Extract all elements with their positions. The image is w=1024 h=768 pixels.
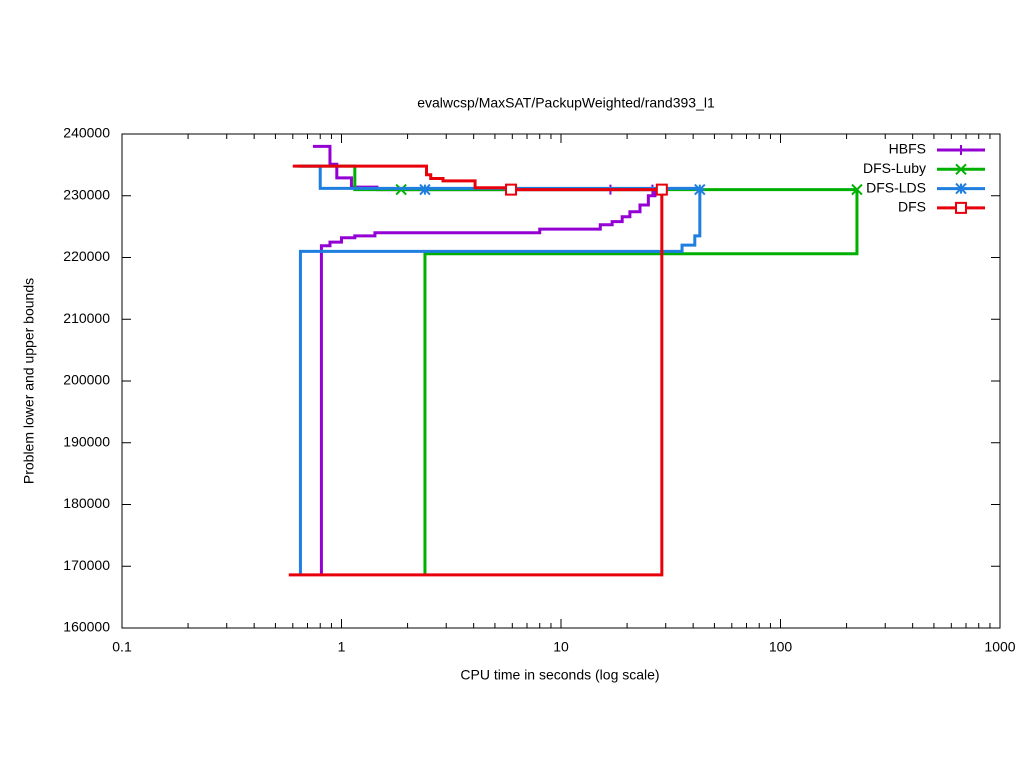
- x-tick-label: 100: [769, 639, 793, 655]
- y-tick-label: 170000: [63, 557, 110, 573]
- series-line: [297, 164, 702, 575]
- point-marker: [956, 145, 966, 155]
- y-tick-label: 160000: [63, 619, 110, 635]
- point-marker: [505, 183, 518, 196]
- x-tick-label: 10: [553, 639, 569, 655]
- y-tick-label: 190000: [63, 433, 110, 449]
- point-marker: [955, 201, 967, 214]
- y-tick-label: 240000: [63, 125, 110, 141]
- y-tick-label: 180000: [63, 495, 110, 511]
- legend-label: HBFS: [889, 141, 926, 157]
- series-line: [288, 164, 664, 577]
- point-marker: [955, 163, 967, 176]
- point-marker: [851, 183, 863, 196]
- y-tick-label: 200000: [63, 372, 110, 388]
- y-axis-label: Problem lower and upper bounds: [21, 278, 37, 484]
- point-marker: [419, 183, 431, 196]
- point-marker: [655, 183, 668, 196]
- legend-label: DFS-LDS: [866, 179, 926, 195]
- plot-frame: [121, 133, 1001, 629]
- y-tick-label: 220000: [63, 248, 110, 264]
- point-marker: [955, 182, 967, 195]
- legend-label: DFS: [898, 199, 926, 215]
- chart-title: evalwcsp/MaxSAT/PackupWeighted/rand393_l…: [417, 95, 715, 111]
- series-line: [312, 144, 661, 575]
- point-marker: [694, 183, 706, 196]
- series-line: [300, 164, 859, 575]
- legend-label: DFS-Luby: [863, 160, 926, 176]
- x-tick-label: 1000: [984, 639, 1015, 655]
- y-tick-label: 210000: [63, 310, 110, 326]
- y-tick-label: 230000: [63, 186, 110, 202]
- x-axis-label: CPU time in seconds (log scale): [460, 667, 659, 683]
- x-tick-label: 0.1: [112, 639, 132, 655]
- x-tick-label: 1: [338, 639, 346, 655]
